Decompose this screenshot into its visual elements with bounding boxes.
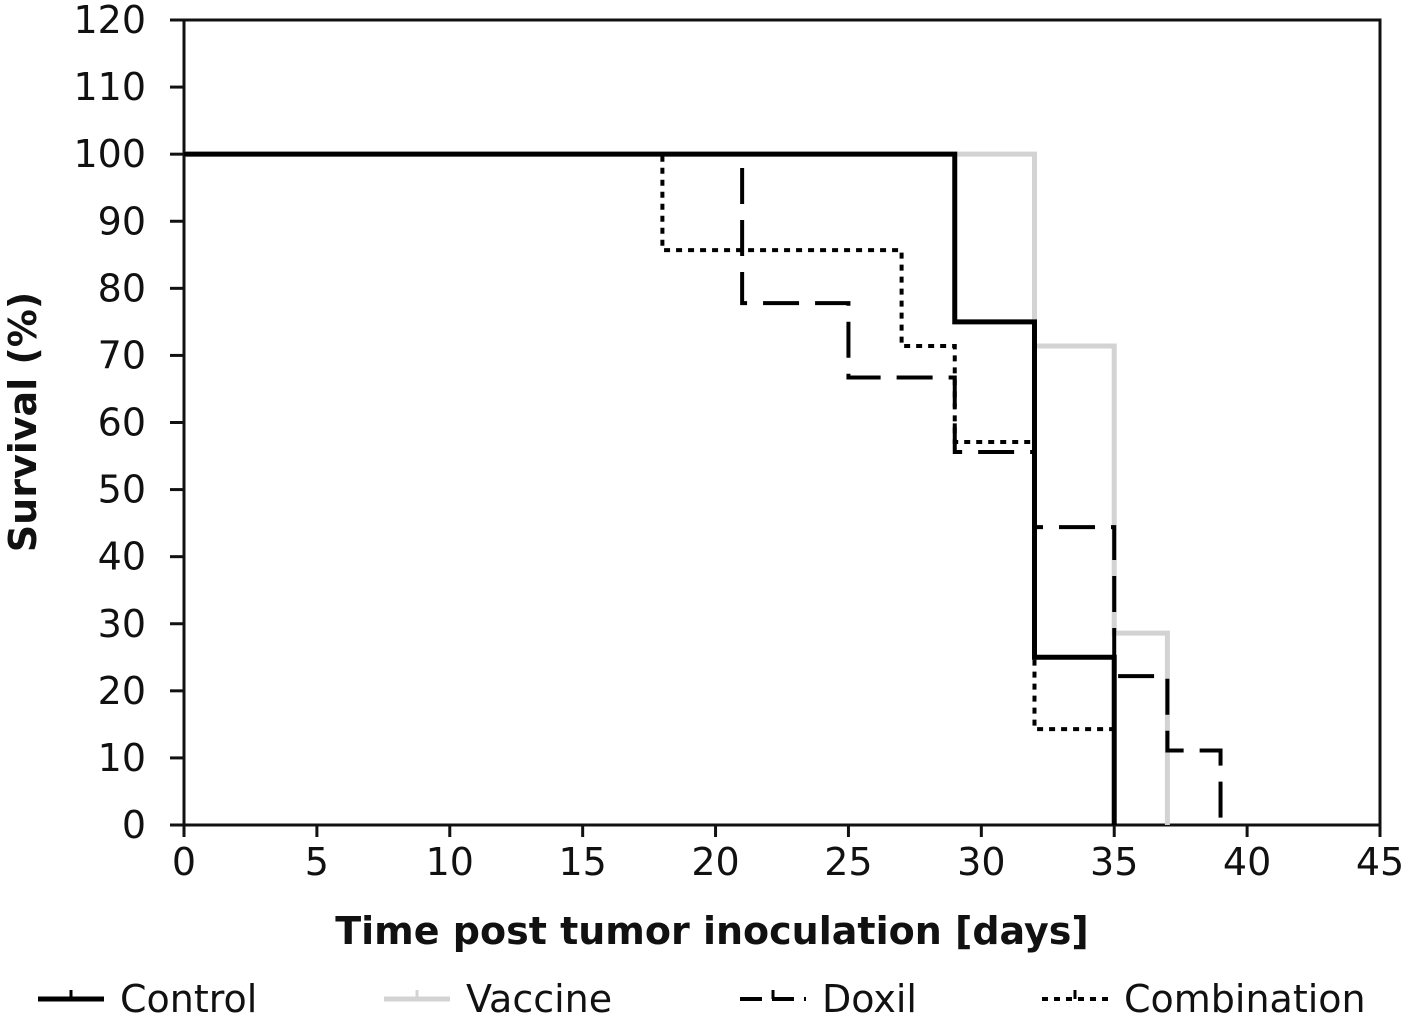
series-line-vaccine (184, 151, 1170, 825)
y-axis-title: Survival (%) (1, 292, 45, 552)
x-tick-label: 0 (172, 840, 196, 884)
x-tick-label: 20 (691, 840, 739, 884)
y-tick-label: 60 (98, 401, 146, 445)
y-tick-label: 0 (122, 803, 146, 847)
plot-frame (182, 18, 1382, 827)
y-tick-label: 50 (98, 468, 146, 512)
x-tick-label: 25 (824, 840, 872, 884)
x-axis-title: Time post tumor inoculation [days] (335, 909, 1089, 953)
x-tick-label: 15 (558, 840, 606, 884)
y-axis: 0 10 20 30 40 50 60 70 80 90 100 110 120 (73, 0, 184, 847)
legend-label-combination: Combination (1124, 977, 1366, 1016)
x-tick-label: 10 (426, 840, 474, 884)
y-tick-label: 100 (73, 132, 146, 176)
y-tick-label: 70 (98, 333, 146, 377)
y-tick-label: 20 (98, 669, 146, 713)
y-tick-label: 90 (98, 199, 146, 243)
legend: Control Vaccine Doxil Combination (38, 977, 1366, 1016)
x-tick-label: 30 (957, 840, 1005, 884)
series-line-control (184, 151, 1117, 825)
legend-label-control: Control (120, 977, 257, 1016)
legend-label-vaccine: Vaccine (466, 977, 612, 1016)
x-tick-label: 45 (1356, 840, 1404, 884)
x-axis: 0 5 10 15 20 25 30 35 40 45 (172, 825, 1404, 884)
x-tick-label: 35 (1090, 840, 1138, 884)
y-tick-label: 30 (98, 602, 146, 646)
series-line-doxil (184, 152, 1223, 825)
y-tick-label: 80 (98, 266, 146, 310)
y-tick-label: 10 (98, 736, 146, 780)
y-tick-label: 40 (98, 535, 146, 579)
series-layer (184, 151, 1223, 825)
y-tick-label: 120 (73, 0, 146, 42)
legend-label-doxil: Doxil (822, 977, 917, 1016)
x-tick-label: 40 (1223, 840, 1271, 884)
x-tick-label: 5 (305, 840, 329, 884)
y-tick-label: 110 (73, 65, 146, 109)
series-line-combination (184, 152, 1117, 825)
